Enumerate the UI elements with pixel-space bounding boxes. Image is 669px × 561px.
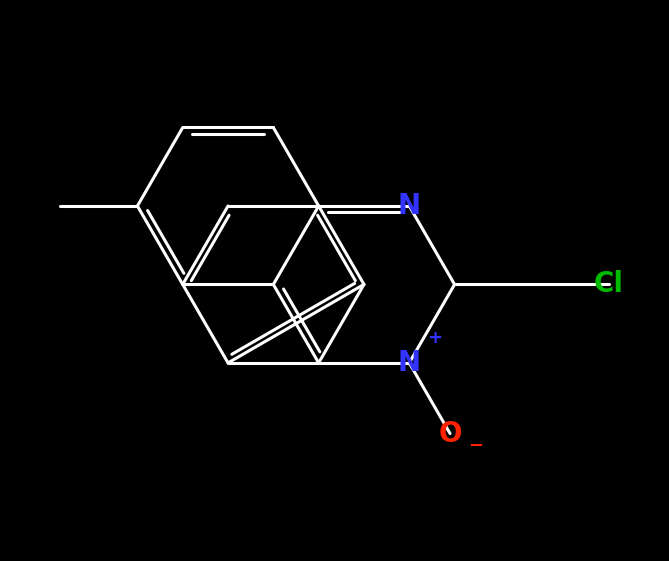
Text: −: − xyxy=(468,437,483,455)
Text: N: N xyxy=(397,349,421,377)
Text: +: + xyxy=(427,329,442,347)
Text: O: O xyxy=(438,420,462,448)
Text: N: N xyxy=(397,192,421,220)
Text: Cl: Cl xyxy=(593,270,624,298)
